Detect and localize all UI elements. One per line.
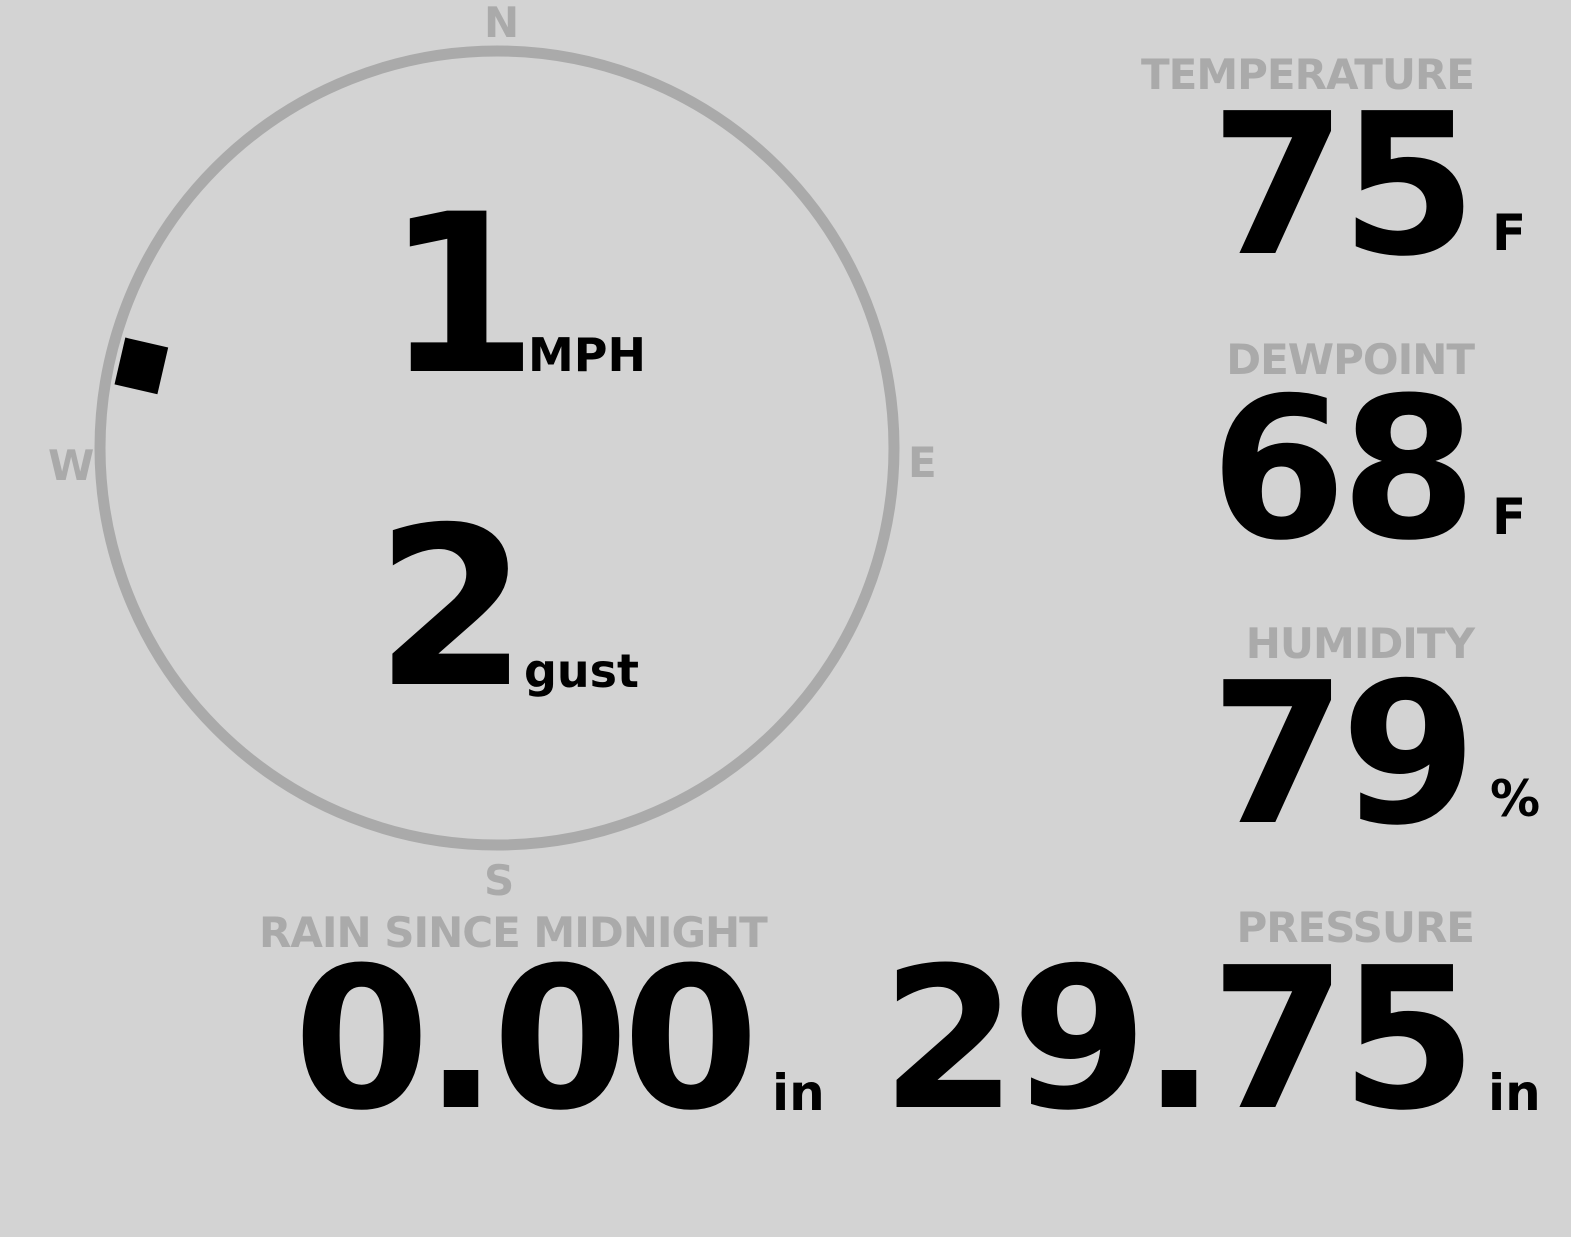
temperature-label: TEMPERATURE — [1141, 50, 1475, 99]
humidity-value: 79 — [1210, 641, 1477, 869]
compass-west-label: W — [48, 441, 95, 490]
dewpoint-value: 68 — [1210, 356, 1477, 584]
rain-value: 0.00 — [293, 926, 759, 1154]
wind-gust-unit: gust — [524, 644, 640, 698]
wind-gust-value: 2 — [375, 480, 528, 736]
wind-direction-marker — [114, 337, 169, 395]
humidity-unit: % — [1490, 770, 1541, 828]
wind-speed-value: 1 — [385, 167, 538, 423]
rain-unit: in — [772, 1064, 825, 1122]
compass-ring — [94, 45, 900, 851]
wind-compass — [94, 45, 900, 851]
pressure-value: 29.75 — [881, 926, 1477, 1154]
compass-south-label: S — [484, 856, 515, 905]
pressure-unit: in — [1488, 1064, 1541, 1122]
compass-north-label: N — [484, 0, 520, 47]
rain-label: RAIN SINCE MIDNIGHT — [259, 908, 768, 957]
compass-east-label: E — [908, 438, 937, 487]
dewpoint-label: DEWPOINT — [1226, 335, 1475, 384]
temperature-unit: F — [1492, 204, 1527, 262]
humidity-label: HUMIDITY — [1245, 619, 1475, 668]
dewpoint-unit: F — [1492, 488, 1527, 546]
pressure-label: PRESSURE — [1236, 903, 1475, 952]
temperature-value: 75 — [1210, 72, 1477, 300]
wind-speed-unit: MPH — [528, 328, 646, 382]
